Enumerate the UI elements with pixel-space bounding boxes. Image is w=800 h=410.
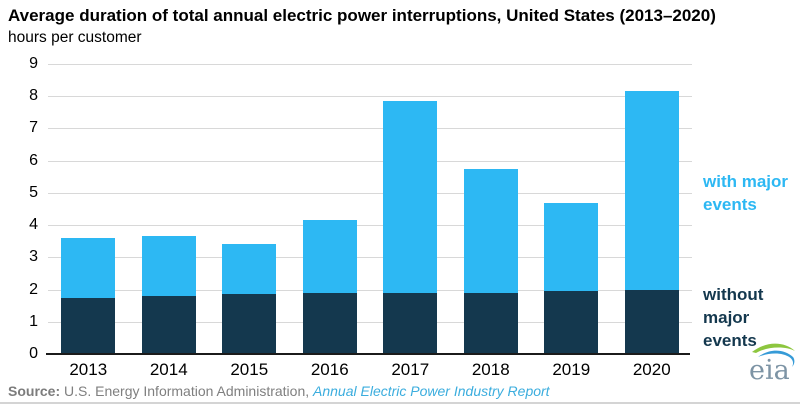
chart-title: Average duration of total annual electri… — [8, 6, 716, 25]
bar-2020-without-major-events — [624, 289, 679, 354]
x-tick-label-2015: 2015 — [230, 360, 269, 379]
chart-subtitle: hours per customer — [8, 29, 142, 46]
bottom-border — [0, 402, 800, 404]
y-tick-label-4: 4 — [29, 216, 38, 234]
y-tick-label-8: 8 — [29, 87, 38, 105]
gridline-5 — [48, 192, 692, 194]
bar-2019-without-major-events — [544, 291, 599, 354]
gridline-1 — [48, 321, 692, 323]
x-tick-label-2013: 2013 — [69, 360, 108, 379]
source-text: U.S. Energy Information Administration, — [60, 383, 314, 399]
bar-2015-without-major-events — [222, 294, 277, 354]
source-label: Source: — [8, 383, 61, 399]
gridline-3 — [48, 257, 692, 259]
x-tick-label-2017: 2017 — [391, 360, 430, 379]
y-tick-label-5: 5 — [29, 183, 38, 201]
bar-2014-with-major-events — [141, 236, 196, 296]
y-tick-label-0: 0 — [29, 345, 38, 362]
gridline-7 — [48, 128, 692, 130]
logo-text: eia — [749, 355, 790, 386]
x-tick-label-2018: 2018 — [471, 360, 510, 379]
y-tick-label-7: 7 — [29, 119, 38, 137]
y-tick-label-9: 9 — [29, 55, 38, 72]
x-axis-line — [46, 352, 690, 355]
bar-2018-without-major-events — [463, 292, 518, 354]
bar-2017-with-major-events — [383, 101, 438, 293]
bar-2019-with-major-events — [544, 202, 599, 292]
bar-2018-with-major-events — [463, 168, 518, 293]
bar-2015-with-major-events — [222, 244, 277, 295]
bar-2020-with-major-events — [624, 91, 679, 290]
x-tick-label-2014: 2014 — [149, 360, 188, 379]
source-line: Source: U.S. Energy Information Administ… — [8, 383, 550, 399]
legend-with-major-events: with major events — [703, 172, 789, 214]
gridline-4 — [48, 225, 692, 227]
bar-2013-without-major-events — [61, 297, 116, 354]
x-tick-label-2020: 2020 — [632, 360, 671, 379]
gridline-6 — [48, 160, 692, 162]
bar-2016-with-major-events — [302, 220, 357, 293]
bar-2016-without-major-events — [302, 292, 357, 354]
eia-logo: eia — [742, 338, 798, 391]
gridline-9 — [48, 64, 692, 65]
bar-2014-without-major-events — [141, 296, 196, 354]
y-tick-label-3: 3 — [29, 248, 38, 266]
logo-blue-swoosh — [758, 350, 795, 367]
y-tick-label-6: 6 — [29, 151, 38, 169]
plot-area — [48, 64, 692, 354]
y-tick-label-1: 1 — [29, 312, 38, 330]
bar-2013-with-major-events — [61, 238, 116, 298]
x-tick-label-2016: 2016 — [310, 360, 349, 379]
source-report-link[interactable]: Annual Electric Power Industry Report — [313, 383, 550, 399]
legend-without-major-events: without major events — [703, 285, 764, 350]
x-tick-label-2019: 2019 — [552, 360, 591, 379]
logo-green-swoosh — [752, 343, 795, 353]
y-tick-label-2: 2 — [29, 280, 38, 298]
gridline-8 — [48, 96, 692, 98]
gridline-2 — [48, 289, 692, 291]
bar-2017-without-major-events — [383, 292, 438, 354]
